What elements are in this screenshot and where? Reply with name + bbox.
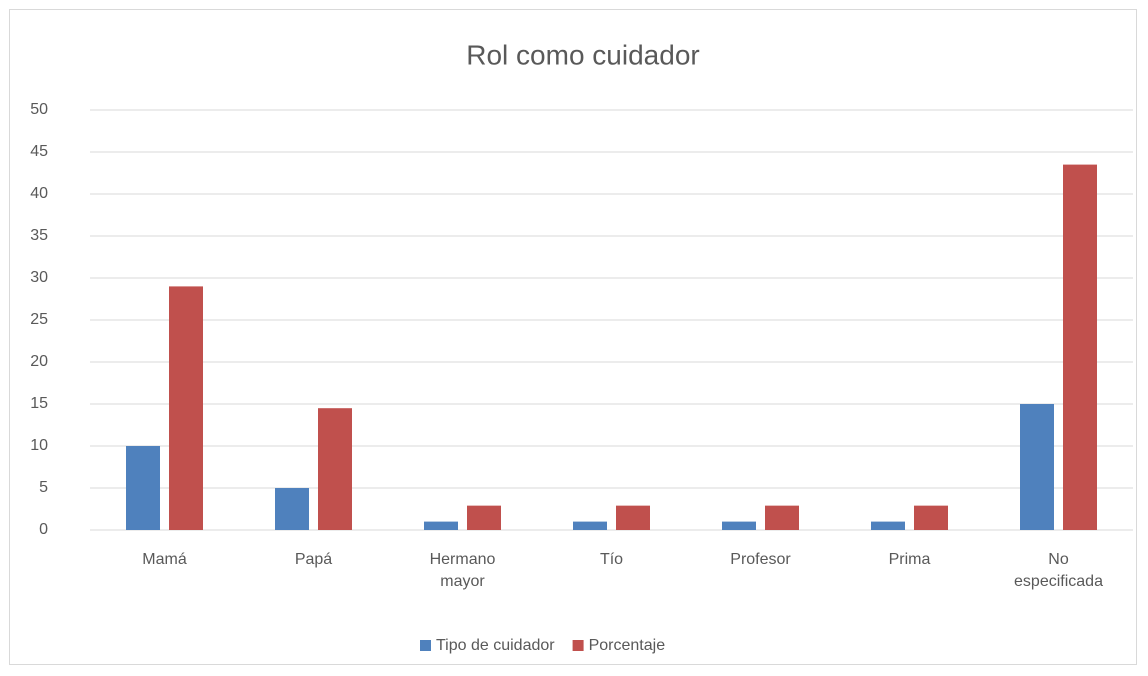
bar — [573, 521, 607, 530]
legend-swatch — [572, 640, 584, 651]
legend-label: Tipo de cuidador — [436, 637, 555, 654]
y-tick-label: 50 — [30, 101, 48, 118]
bar — [126, 446, 160, 530]
x-tick-label: Prima — [888, 551, 931, 568]
x-tick-label: Mamá — [142, 551, 187, 568]
bar — [275, 488, 309, 530]
y-tick-label: 45 — [30, 143, 48, 160]
legend-label: Porcentaje — [589, 637, 666, 654]
y-tick-label: 40 — [30, 185, 48, 202]
bar — [169, 286, 203, 530]
bar — [871, 521, 905, 530]
bar — [1063, 164, 1097, 530]
bar — [722, 521, 756, 530]
chart-title: Rol como cuidador — [466, 39, 699, 70]
y-tick-label: 20 — [30, 353, 48, 370]
y-tick-label: 0 — [39, 521, 48, 538]
bar — [467, 505, 501, 530]
bar — [765, 505, 799, 530]
bar — [424, 521, 458, 530]
legend-swatch — [420, 640, 431, 651]
y-tick-label: 25 — [30, 311, 48, 328]
bar — [616, 505, 650, 530]
x-tick-label: Papá — [294, 551, 333, 568]
y-tick-label: 5 — [39, 479, 48, 496]
y-tick-label: 35 — [30, 227, 48, 244]
bar — [318, 408, 352, 530]
y-tick-label: 30 — [30, 269, 48, 286]
x-tick-label: Hermano mayor — [429, 551, 496, 590]
y-tick-label: 15 — [30, 395, 48, 412]
bar — [914, 505, 948, 530]
x-tick-label: Tío — [599, 551, 624, 568]
chart-frame — [9, 9, 1137, 665]
bar — [1020, 404, 1054, 530]
x-tick-label: Profesor — [730, 551, 791, 568]
x-tick-label: No especificada — [1014, 551, 1103, 590]
y-tick-label: 10 — [30, 437, 48, 454]
